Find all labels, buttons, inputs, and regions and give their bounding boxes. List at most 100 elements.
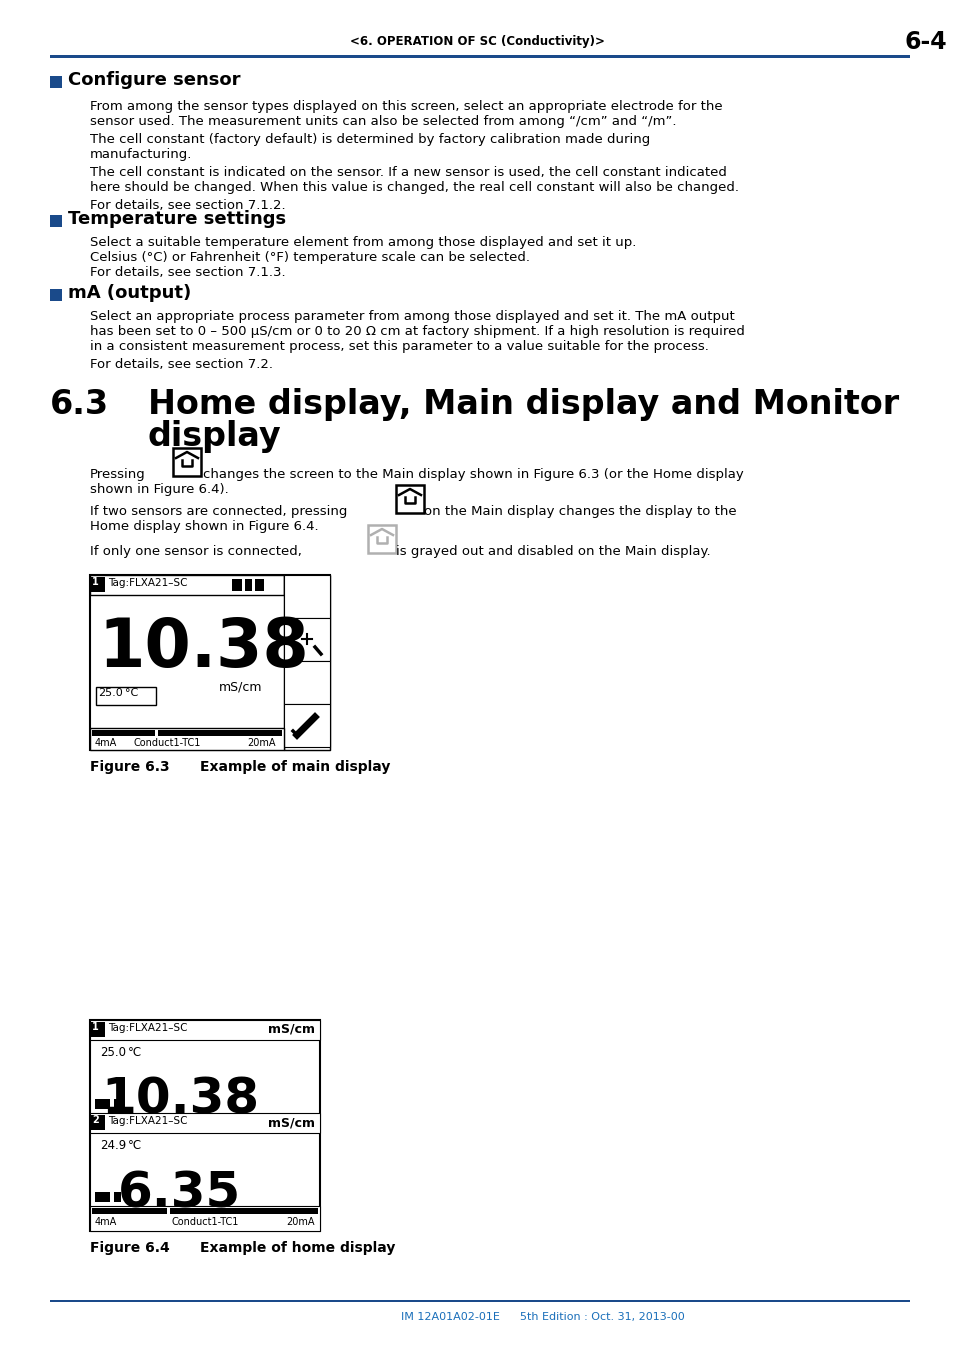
Text: Figure 6.4: Figure 6.4 (90, 1241, 170, 1256)
Text: Example of home display: Example of home display (200, 1241, 395, 1256)
Bar (90, 1112, 319, 1133)
Text: 25.0: 25.0 (98, 688, 123, 698)
Text: mS/cm: mS/cm (268, 1023, 314, 1035)
Text: on the Main display changes the display to the: on the Main display changes the display … (423, 505, 736, 518)
Text: From among the sensor types displayed on this screen, select an appropriate elec: From among the sensor types displayed on… (90, 100, 721, 113)
Text: IM 12A01A02-01E: IM 12A01A02-01E (400, 1312, 499, 1322)
Bar (90, 1021, 319, 1231)
Bar (90, 1021, 319, 1040)
Text: °C: °C (125, 688, 138, 698)
Bar (91, 1022, 105, 1037)
Polygon shape (294, 585, 319, 593)
Bar (252, 579, 254, 591)
Bar (242, 579, 245, 591)
Text: 6.3: 6.3 (50, 387, 109, 421)
Bar (50, 215, 62, 227)
Bar (232, 579, 264, 591)
Text: i: i (304, 672, 310, 690)
Text: °C: °C (128, 1046, 142, 1058)
Text: 1: 1 (91, 576, 99, 587)
Text: 4mA: 4mA (95, 1216, 117, 1227)
Text: Home display shown in Figure 6.4.: Home display shown in Figure 6.4. (90, 520, 318, 533)
Bar (90, 575, 330, 751)
Text: here should be changed. When this value is changed, the real cell constant will : here should be changed. When this value … (90, 181, 739, 194)
Text: 1: 1 (91, 1022, 99, 1031)
Bar (95, 1099, 121, 1108)
Text: 20mA: 20mA (286, 1216, 314, 1227)
Text: changes the screen to the Main display shown in Figure 6.3 (or the Home display: changes the screen to the Main display s… (203, 468, 743, 481)
Bar (95, 1192, 121, 1202)
Bar (167, 1208, 170, 1214)
Bar (90, 728, 284, 751)
Bar (91, 730, 282, 736)
Text: Celsius (°C) or Fahrenheit (°F) temperature scale can be selected.: Celsius (°C) or Fahrenheit (°F) temperat… (90, 251, 530, 265)
Text: 5th Edition : Oct. 31, 2013-00: 5th Edition : Oct. 31, 2013-00 (519, 1312, 684, 1322)
Text: 25.0: 25.0 (100, 1046, 126, 1058)
Text: The cell constant is indicated on the sensor. If a new sensor is used, the cell : The cell constant is indicated on the se… (90, 166, 726, 180)
Polygon shape (310, 585, 314, 593)
Text: 20mA: 20mA (247, 738, 275, 748)
Text: Figure 6.3: Figure 6.3 (90, 760, 170, 774)
Bar (50, 76, 62, 88)
Text: mA (output): mA (output) (68, 284, 191, 302)
Text: Pressing: Pressing (90, 468, 146, 481)
Text: Select a suitable temperature element from among those displayed and set it up.: Select a suitable temperature element fr… (90, 236, 636, 248)
Text: 4mA: 4mA (95, 738, 117, 748)
Text: 6-4: 6-4 (904, 30, 946, 54)
Text: Example of main display: Example of main display (200, 760, 390, 774)
Polygon shape (299, 593, 314, 606)
Text: Tag:FLXA21–SC: Tag:FLXA21–SC (108, 1023, 188, 1033)
Text: For details, see section 7.1.2.: For details, see section 7.1.2. (90, 198, 285, 212)
Bar (284, 575, 330, 618)
Text: If only one sensor is connected,: If only one sensor is connected, (90, 545, 301, 558)
Bar (96, 687, 156, 705)
Bar (110, 1192, 113, 1202)
Text: shown in Figure 6.4).: shown in Figure 6.4). (90, 483, 229, 495)
Bar (110, 1099, 113, 1108)
Text: mS/cm: mS/cm (268, 1116, 314, 1129)
Bar (90, 575, 284, 595)
Text: Temperature settings: Temperature settings (68, 211, 286, 228)
Text: Conduct1-TC1: Conduct1-TC1 (133, 738, 200, 748)
Text: 10.38: 10.38 (98, 616, 309, 680)
Text: Configure sensor: Configure sensor (68, 72, 240, 89)
Text: Select an appropriate process parameter from among those displayed and set it. T: Select an appropriate process parameter … (90, 310, 734, 323)
Bar (50, 55, 909, 58)
Bar (284, 575, 330, 751)
Text: Tag:FLXA21–SC: Tag:FLXA21–SC (108, 1116, 188, 1126)
Text: in a consistent measurement process, set this parameter to a value suitable for : in a consistent measurement process, set… (90, 340, 708, 352)
Text: has been set to 0 – 500 μS/cm or 0 to 20 Ω cm at factory shipment. If a high res: has been set to 0 – 500 μS/cm or 0 to 20… (90, 325, 744, 338)
Text: mS/cm: mS/cm (219, 680, 262, 693)
Text: If two sensors are connected, pressing: If two sensors are connected, pressing (90, 505, 347, 518)
Text: manufacturing.: manufacturing. (90, 148, 193, 161)
Bar (91, 1208, 317, 1214)
Bar (91, 1115, 105, 1130)
Text: The cell constant (factory default) is determined by factory calibration made du: The cell constant (factory default) is d… (90, 134, 650, 146)
Bar (91, 576, 105, 593)
Text: For details, see section 7.1.3.: For details, see section 7.1.3. (90, 266, 285, 279)
Circle shape (294, 670, 319, 695)
Bar (284, 703, 330, 747)
Text: °C: °C (128, 1139, 142, 1152)
Text: Tag:FLXA21–SC: Tag:FLXA21–SC (108, 578, 188, 589)
Bar (284, 618, 330, 662)
Text: 2: 2 (91, 1115, 99, 1125)
Bar (154, 730, 158, 736)
Text: is grayed out and disabled on the Main display.: is grayed out and disabled on the Main d… (395, 545, 710, 558)
Bar (50, 1300, 909, 1301)
Text: Conduct1-TC1: Conduct1-TC1 (172, 1216, 238, 1227)
Text: <6. OPERATION OF SC (Conductivity)>: <6. OPERATION OF SC (Conductivity)> (349, 35, 604, 49)
Text: 24.9: 24.9 (100, 1139, 126, 1152)
Bar (284, 662, 330, 703)
Bar (172, 448, 201, 477)
Text: For details, see section 7.2.: For details, see section 7.2. (90, 358, 273, 371)
Bar (368, 525, 395, 553)
Text: Home display, Main display and Monitor: Home display, Main display and Monitor (148, 387, 898, 421)
Bar (395, 485, 423, 513)
Bar (50, 289, 62, 301)
Text: 6.35: 6.35 (118, 1169, 241, 1216)
Text: display: display (148, 420, 281, 454)
Bar (90, 1206, 319, 1231)
Text: sensor used. The measurement units can also be selected from among “/cm” and “/m: sensor used. The measurement units can a… (90, 115, 676, 128)
Text: 10.38: 10.38 (101, 1075, 259, 1123)
